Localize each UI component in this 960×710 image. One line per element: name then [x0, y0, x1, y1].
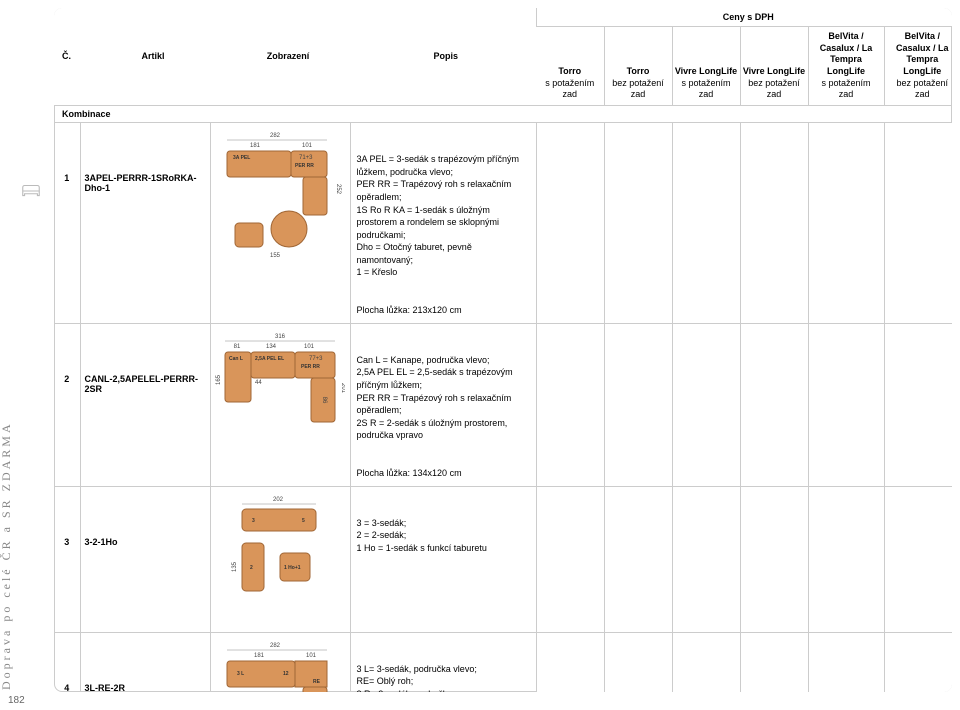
price-header-row: Č. Artikl Zobrazení Popis Ceny s DPH — [54, 8, 952, 27]
price-col-0: Torros potaženímzad — [536, 27, 604, 106]
svg-text:RE: RE — [313, 679, 321, 685]
row-diagram: 202 3 5 2 1 Ho+1 135 — [210, 486, 350, 632]
svg-text:181: 181 — [254, 653, 265, 659]
svg-text:101: 101 — [306, 653, 317, 659]
price-cell — [884, 323, 952, 486]
price-cell — [672, 123, 740, 324]
svg-text:134: 134 — [266, 344, 277, 350]
svg-text:1 Ho+1: 1 Ho+1 — [284, 565, 301, 571]
svg-text:Can L: Can L — [229, 356, 243, 362]
svg-text:12: 12 — [283, 671, 289, 677]
price-cell — [740, 323, 808, 486]
price-cell — [808, 123, 884, 324]
svg-text:101: 101 — [304, 344, 315, 350]
col-artikl: Artikl — [88, 51, 218, 63]
col-zobrazeni: Zobrazení — [218, 51, 358, 63]
col-popis: Popis — [358, 51, 534, 63]
row-num: 4 — [54, 632, 80, 692]
svg-text:201: 201 — [340, 383, 345, 394]
row-artikl: 3APEL-PERRR-1SRoRKA-Dho-1 — [80, 123, 210, 324]
price-cell — [604, 323, 672, 486]
price-cell — [536, 632, 604, 692]
price-cell — [536, 123, 604, 324]
price-cell — [536, 486, 604, 632]
svg-text:202: 202 — [273, 497, 284, 503]
price-cell — [808, 323, 884, 486]
svg-text:181: 181 — [250, 143, 261, 149]
svg-text:165: 165 — [216, 374, 222, 385]
row-popis: 3 = 3-sedák;2 = 2-sedák;1 Ho = 1-sedák s… — [350, 486, 536, 632]
row-popis: 3 L= 3-sedák, područka vlevo;RE= Oblý ro… — [350, 632, 536, 692]
row-num: 3 — [54, 486, 80, 632]
svg-text:71+3: 71+3 — [299, 155, 313, 161]
svg-text:77+3: 77+3 — [309, 356, 323, 362]
price-cell — [604, 123, 672, 324]
svg-text:101: 101 — [302, 143, 313, 149]
price-cell — [740, 632, 808, 692]
svg-text:PER RR: PER RR — [301, 364, 320, 370]
svg-text:5: 5 — [302, 518, 305, 524]
row-popis: 3A PEL = 3-sedák s trapézovým příčným lů… — [350, 123, 536, 324]
table-row: 3 3-2-1Ho 202 3 5 2 1 Ho+1 135 3 = 3-sed… — [54, 486, 952, 632]
svg-text:PER RR: PER RR — [295, 163, 314, 169]
svg-text:135: 135 — [232, 561, 238, 572]
svg-text:81: 81 — [234, 344, 241, 350]
price-group-header: Ceny s DPH — [536, 8, 952, 27]
col-num: Č. — [62, 51, 88, 63]
row-diagram: 282 181 101 3A PEL PER RR 71+3 252 155 — [210, 123, 350, 324]
svg-text:44: 44 — [255, 380, 262, 386]
price-cell — [672, 632, 740, 692]
price-cell — [884, 123, 952, 324]
product-table: Č. Artikl Zobrazení Popis Ceny s DPH Tor… — [54, 8, 952, 692]
page-number: 182 — [8, 695, 25, 706]
price-col-3: Vivre LongLifebez potaženízad — [740, 27, 808, 106]
row-popis: Can L = Kanape, područka vlevo;2,5A PEL … — [350, 323, 536, 486]
svg-text:86: 86 — [321, 397, 327, 404]
price-cell — [808, 632, 884, 692]
shipping-text: Doprava po celé ČR a SR ZDARMA — [0, 421, 14, 690]
svg-text:252: 252 — [335, 184, 341, 195]
sofa-outline-icon — [20, 180, 42, 207]
kombinace-row: Kombinace — [54, 106, 952, 123]
svg-text:2,5A PEL EL: 2,5A PEL EL — [255, 356, 284, 362]
kombinace-label: Kombinace — [54, 106, 952, 123]
price-cell — [604, 486, 672, 632]
price-cell — [604, 632, 672, 692]
price-cell — [672, 323, 740, 486]
price-cell — [536, 323, 604, 486]
svg-text:282: 282 — [270, 643, 281, 649]
table-row: 4 3L-RE-2R 282 181 101 3 L 12 RE 56 2 R … — [54, 632, 952, 692]
price-cell — [672, 486, 740, 632]
table-row: 1 3APEL-PERRR-1SRoRKA-Dho-1 282 181 101 … — [54, 123, 952, 324]
price-cell — [808, 486, 884, 632]
catalog-frame: Č. Artikl Zobrazení Popis Ceny s DPH Tor… — [54, 8, 952, 692]
brand-text: MODULA L — [14, 0, 30, 16]
svg-text:3: 3 — [252, 518, 255, 524]
svg-text:2: 2 — [250, 565, 253, 571]
row-num: 1 — [54, 123, 80, 324]
row-artikl: CANL-2,5APELEL-PERRR-2SR — [80, 323, 210, 486]
row-diagram: 282 181 101 3 L 12 RE 56 2 R 239 129 110 — [210, 632, 350, 692]
row-num: 2 — [54, 323, 80, 486]
price-cell — [740, 123, 808, 324]
svg-text:316: 316 — [275, 334, 286, 340]
price-cell — [884, 486, 952, 632]
price-col-5: BelVita / Casalux / La Tempra LongLifebe… — [884, 27, 952, 106]
table-row: 2 CANL-2,5APELEL-PERRR-2SR 316 81 134 10… — [54, 323, 952, 486]
price-cell — [884, 632, 952, 692]
price-col-1: Torrobez potaženízad — [604, 27, 672, 106]
svg-text:3 L: 3 L — [237, 671, 244, 677]
svg-text:155: 155 — [270, 253, 281, 259]
price-cell — [740, 486, 808, 632]
row-diagram: 316 81 134 101 Can L 2,5A PEL EL PER RR … — [210, 323, 350, 486]
row-artikl: 3-2-1Ho — [80, 486, 210, 632]
row-artikl: 3L-RE-2R — [80, 632, 210, 692]
svg-text:282: 282 — [270, 133, 281, 139]
svg-text:3A PEL: 3A PEL — [233, 155, 250, 161]
price-col-4: BelVita / Casalux / La Tempra LongLifes … — [808, 27, 884, 106]
price-col-2: Vivre LongLifes potaženímzad — [672, 27, 740, 106]
